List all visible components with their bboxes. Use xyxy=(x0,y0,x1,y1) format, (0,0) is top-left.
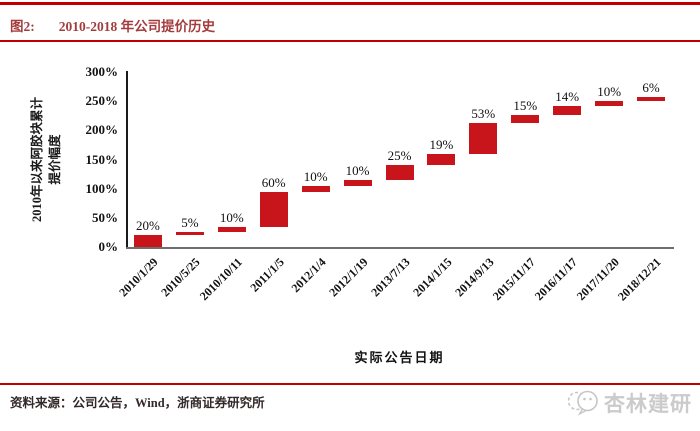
waterfall-bar xyxy=(343,179,372,186)
x-tick-label: 2011/1/5 xyxy=(247,255,287,295)
waterfall-bar xyxy=(595,100,624,107)
x-tick-label: 2010/10/11 xyxy=(196,255,245,304)
bar-value-label: 25% xyxy=(387,148,412,164)
waterfall-bar xyxy=(301,185,330,192)
waterfall-bar xyxy=(469,123,498,155)
y-tick-label: 300% xyxy=(85,64,119,79)
x-tick-label: 2012/1/4 xyxy=(288,255,329,296)
x-tick-label: 2016/11/17 xyxy=(532,255,581,304)
waterfall-bar xyxy=(511,114,540,124)
source-line: 资料来源：公司公告，Wind，浙商证券研究所 xyxy=(10,392,265,411)
source-label: 资料来源： xyxy=(10,396,73,410)
bar-value-label: 20% xyxy=(136,218,160,234)
title-underline-rule xyxy=(0,40,700,42)
x-tick-label: 2010/1/29 xyxy=(116,255,161,300)
bar-value-label: 15% xyxy=(513,97,538,113)
x-axis-title: 实际公告日期 xyxy=(354,350,445,365)
waterfall-bar xyxy=(637,97,666,101)
y-tick-label: 150% xyxy=(85,151,119,167)
footer-rule xyxy=(0,383,700,385)
x-axis-line xyxy=(126,247,674,249)
bar-value-label: 19% xyxy=(429,137,454,153)
x-tick-label: 2018/12/21 xyxy=(615,255,664,304)
waterfall-bar xyxy=(133,235,162,247)
waterfall-bar xyxy=(217,226,246,233)
wechat-chat-bubbles-icon xyxy=(567,390,598,416)
waterfall-bar xyxy=(427,154,456,166)
waterfall-bar xyxy=(385,165,414,180)
bar-value-label: 10% xyxy=(303,168,328,184)
x-tick-label: 2012/1/19 xyxy=(326,255,371,300)
x-tick-label: 2017/11/20 xyxy=(573,255,623,304)
waterfall-chart: 2010年以来阿胶块累计 提价幅度 300% 250% 200% 150% 100% 50… xyxy=(0,55,700,370)
x-tick-label: 2014/1/15 xyxy=(410,255,455,300)
bar-value-label: 53% xyxy=(471,106,496,122)
waterfall-bar xyxy=(553,106,582,115)
top-rule xyxy=(0,2,700,5)
brand-logo: 杏林建研 xyxy=(566,388,692,418)
figure-number-label: 图2: xyxy=(10,19,35,34)
bar-value-label: 10% xyxy=(597,83,622,99)
x-tick-label: 2015/11/17 xyxy=(490,255,539,304)
waterfall-bar xyxy=(175,232,204,236)
waterfall-bar xyxy=(259,191,288,227)
bar-value-label: 5% xyxy=(181,215,199,231)
y-tick-label: 50% xyxy=(92,209,118,225)
figure-title: 图2: 2010-2018 年公司提价历史 xyxy=(10,15,215,35)
y-tick-label: 0% xyxy=(98,239,119,254)
bar-value-label: 6% xyxy=(642,80,660,96)
bar-value-label: 60% xyxy=(261,174,286,190)
y-tick-label: 200% xyxy=(85,122,119,138)
bar-value-label: 14% xyxy=(555,89,580,105)
bar-value-label: 10% xyxy=(219,209,244,225)
y-tick-label: 100% xyxy=(85,180,119,196)
brand-logo-text: 杏林建研 xyxy=(604,392,692,416)
y-axis-line xyxy=(126,71,128,249)
y-tick-label: 250% xyxy=(85,93,119,109)
source-text: 公司公告，Wind，浙商证券研究所 xyxy=(72,396,265,410)
x-tick-label: 2013/7/13 xyxy=(368,255,413,300)
bar-value-label: 10% xyxy=(345,162,370,178)
figure-title-text: 2010-2018 年公司提价历史 xyxy=(58,19,216,34)
